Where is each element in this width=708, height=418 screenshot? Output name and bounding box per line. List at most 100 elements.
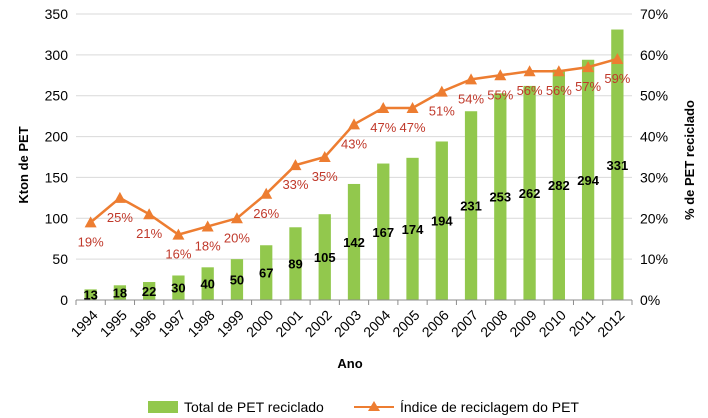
x-tick-label: 2010 — [536, 307, 569, 340]
x-tick-label: 2009 — [506, 307, 539, 340]
x-tick-label: 2003 — [331, 307, 364, 340]
line-marker — [552, 65, 565, 77]
pct-value-label: 43% — [341, 136, 367, 151]
line-marker — [348, 118, 360, 130]
pct-value-label: 26% — [253, 206, 279, 221]
pct-value-label: 56% — [546, 83, 572, 98]
bar-value-label: 30 — [171, 281, 185, 296]
y2-axis-title: % de PET reciclado — [682, 100, 697, 220]
x-tick-label: 2012 — [594, 307, 627, 340]
line-marker — [113, 191, 126, 203]
line-marker — [201, 220, 214, 232]
bar — [172, 275, 185, 300]
line-marker — [260, 187, 273, 199]
axes: 0 0% 50 10% 100 20% 150 30% 200 40% 250 50% 300 60% 35… — [45, 6, 668, 340]
pct-value-label: 56% — [517, 83, 543, 98]
legend-bar-swatch — [148, 401, 178, 413]
y2-tick-label: 60% — [640, 47, 668, 63]
line-marker — [230, 212, 243, 224]
line-series — [84, 52, 624, 240]
pct-value-label: 19% — [78, 234, 104, 249]
bar — [201, 267, 214, 300]
bar-value-label: 167 — [372, 225, 394, 240]
x-tick-label: 1994 — [67, 307, 100, 340]
line-marker — [494, 69, 507, 81]
y-tick-label: 250 — [45, 88, 69, 104]
bar-value-label: 22 — [142, 284, 156, 299]
x-tick-label: 1996 — [126, 307, 159, 340]
line-marker — [318, 151, 331, 162]
y-tick-label: 350 — [45, 6, 69, 22]
bar — [260, 245, 273, 300]
x-tick-label: 1998 — [184, 307, 217, 340]
pct-value-label: 59% — [604, 71, 630, 86]
bar — [406, 157, 419, 300]
pct-value-label: 25% — [107, 210, 133, 225]
bar-value-label: 282 — [548, 178, 570, 193]
bar — [552, 69, 565, 301]
bar-value-label: 13 — [83, 288, 97, 303]
legend-line-marker — [368, 401, 380, 411]
y-tick-label: 100 — [45, 210, 69, 226]
pct-value-label: 54% — [458, 91, 484, 106]
bar — [230, 259, 244, 300]
bar — [289, 227, 302, 300]
pct-value-label: 47% — [400, 120, 426, 135]
y2-tick-label: 0% — [640, 292, 660, 308]
y2-tick-label: 20% — [640, 210, 668, 226]
bar-value-label: 105 — [314, 250, 336, 265]
line-marker — [143, 208, 156, 220]
bar-value-label: 331 — [607, 158, 629, 173]
y-tick-label: 200 — [45, 129, 69, 145]
bar — [113, 285, 127, 300]
bar — [494, 93, 507, 301]
bar-value-label: 174 — [402, 222, 424, 237]
bar-value-label: 40 — [200, 277, 214, 292]
pct-value-label: 16% — [165, 247, 191, 262]
x-tick-label: 2007 — [448, 307, 481, 340]
bar — [84, 289, 97, 300]
x-tick-label: 1995 — [97, 307, 130, 340]
x-tick-label: 2006 — [419, 307, 452, 340]
x-tick-label: 2000 — [243, 307, 276, 340]
line-marker — [377, 101, 390, 113]
bar — [435, 141, 448, 300]
y-tick-label: 300 — [45, 47, 69, 63]
pct-value-label: 18% — [195, 238, 221, 253]
y2-tick-label: 10% — [640, 251, 668, 267]
pct-value-label: 20% — [224, 230, 250, 245]
bar-series — [84, 29, 624, 301]
bar — [318, 214, 331, 300]
pct-value-label: 51% — [429, 104, 455, 119]
pct-value-label: 47% — [370, 120, 396, 135]
line-marker — [406, 101, 419, 113]
x-tick-label: 2004 — [360, 307, 393, 340]
y2-tick-label: 70% — [640, 6, 668, 22]
pct-value-label: 21% — [136, 226, 162, 241]
y2-tick-label: 30% — [640, 169, 668, 185]
x-tick-label: 2005 — [389, 307, 422, 340]
bar-value-label: 294 — [577, 173, 599, 188]
bar — [581, 59, 595, 301]
line-marker — [84, 216, 97, 228]
x-tick-label: 1999 — [214, 307, 247, 340]
bar-value-label: 253 — [489, 190, 511, 205]
y2-tick-label: 40% — [640, 129, 668, 145]
line-marker — [611, 52, 624, 64]
y-tick-label: 150 — [45, 169, 69, 185]
bar-value-label: 67 — [259, 266, 273, 281]
legend-line-label: Índice de reciclagem do PET — [400, 399, 579, 415]
line-marker — [523, 65, 536, 77]
line-marker — [465, 73, 478, 85]
line-marker — [172, 228, 185, 240]
legend: Total de PET reciclado Índice de recicla… — [148, 399, 579, 415]
line-marker — [289, 159, 302, 171]
x-tick-label: 2002 — [302, 307, 335, 340]
pct-value-label: 57% — [575, 79, 601, 94]
data-labels: 13 18 22 30 40 50 67 89 105 142 167 174 194 231 253 262… — [78, 71, 631, 303]
y2-tick-label: 50% — [640, 88, 668, 104]
pct-value-label: 35% — [312, 169, 338, 184]
bar-value-label: 89 — [288, 257, 302, 272]
bar-value-label: 262 — [519, 186, 541, 201]
x-axis-title: Ano — [337, 356, 362, 371]
